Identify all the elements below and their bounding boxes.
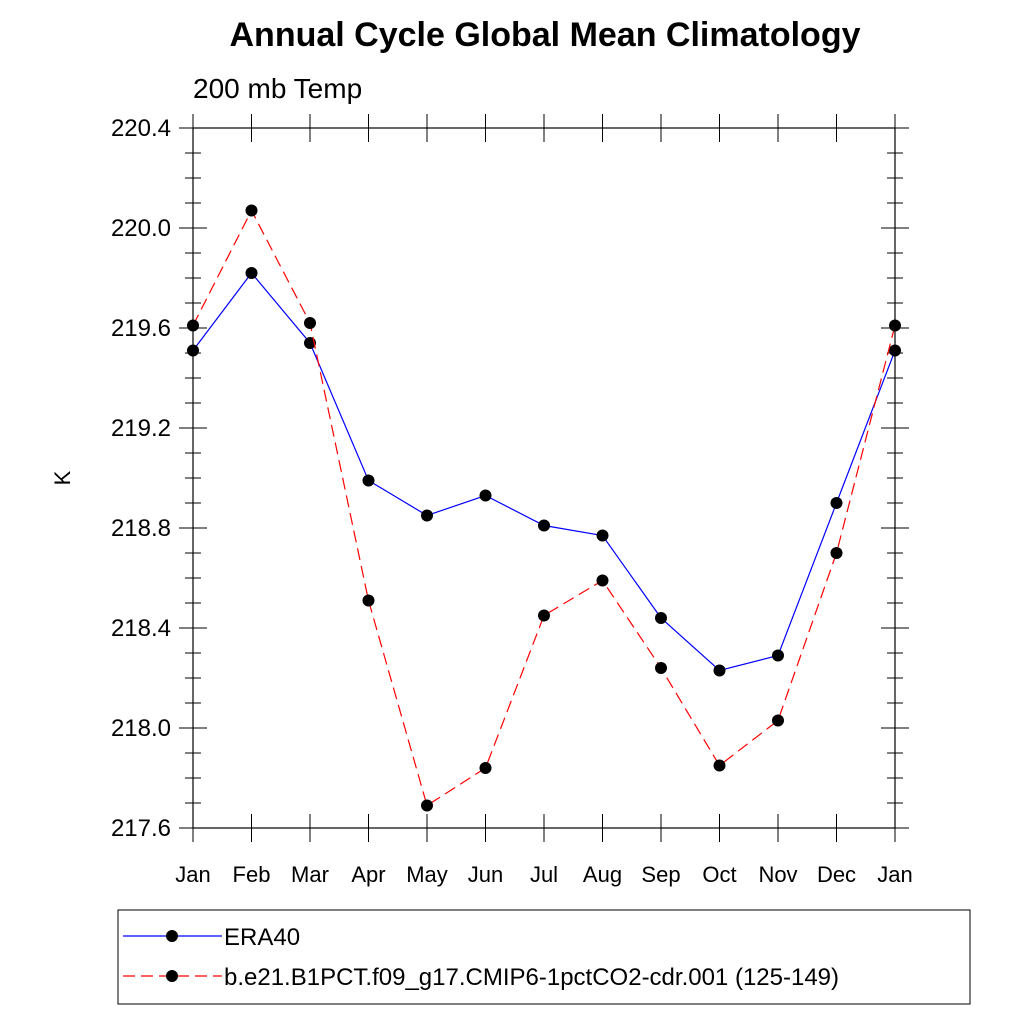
- series-2-point: [596, 574, 609, 587]
- series-1-point: [830, 497, 843, 509]
- series-2-point: [889, 319, 901, 332]
- y-tick-label: 219.6: [111, 315, 171, 342]
- series-line-2: [192, 209, 896, 807]
- legend-marker-1: [166, 930, 178, 942]
- series-2-point: [655, 662, 667, 674]
- series-1-point: [655, 612, 667, 624]
- series-1-point: [421, 509, 433, 522]
- x-tick-label: Jan: [175, 862, 210, 887]
- series-1-point: [772, 649, 784, 662]
- series-1-point: [538, 519, 550, 532]
- series-1-point: [713, 664, 726, 677]
- series-1-point: [889, 344, 901, 357]
- legend-box: [117, 909, 971, 1005]
- series-1-point: [187, 344, 199, 357]
- series-2-point: [362, 594, 375, 607]
- x-tick-label: Feb: [233, 862, 271, 887]
- y-tick-label: 220.0: [111, 215, 171, 242]
- x-tick-label: May: [406, 862, 448, 887]
- x-tick-label: Jun: [468, 862, 503, 887]
- x-tick-label: Jan: [877, 862, 912, 887]
- series-1-point: [362, 474, 375, 487]
- y-axis-label: K: [50, 470, 75, 485]
- series-1-point: [479, 489, 492, 502]
- x-tick-label: Sep: [641, 862, 680, 887]
- x-tick-label: Nov: [758, 862, 797, 887]
- series-1-point: [596, 529, 609, 542]
- y-tick-label: 220.4: [111, 115, 171, 142]
- x-tick-label: Apr: [351, 862, 385, 887]
- series-2-point: [421, 799, 433, 812]
- y-tick-label: 218.8: [111, 515, 171, 542]
- legend-marker-2: [166, 970, 178, 982]
- chart-title: Annual Cycle Global Mean Climatology: [230, 16, 861, 54]
- chart-subtitle: 200 mb Temp: [193, 73, 362, 104]
- y-tick-label: 218.0: [111, 715, 171, 742]
- x-tick-label: Oct: [702, 862, 736, 887]
- series-2-point: [479, 762, 492, 774]
- plot-frame: [192, 127, 896, 829]
- series-2-point: [245, 204, 258, 217]
- x-tick-label: Jul: [530, 862, 558, 887]
- legend: ERA40 b.e21.B1PCT.f09_g17.CMIP6-1pctCO2-c…: [117, 909, 971, 1005]
- series-2-point: [187, 319, 199, 332]
- x-tick-label: Dec: [817, 862, 856, 887]
- y-tick-label: 218.4: [111, 615, 171, 642]
- series-2-point: [772, 714, 784, 727]
- x-tick-label: Aug: [583, 862, 622, 887]
- series-2-point: [830, 547, 843, 559]
- y-tick-label: 219.2: [111, 415, 171, 442]
- legend-label-2: b.e21.B1PCT.f09_g17.CMIP6-1pctCO2-cdr.00…: [224, 964, 839, 991]
- series-2-point: [713, 759, 726, 772]
- plot-area: 217.6 218.0 218.4 218.8 219.2 219.6 220.0 220.4…: [111, 114, 913, 887]
- series-2-point: [538, 609, 550, 622]
- x-tick-label: Mar: [291, 862, 329, 887]
- series-2-point: [304, 317, 316, 329]
- legend-label-1: ERA40: [224, 924, 300, 951]
- y-tick-label: 217.6: [111, 815, 171, 842]
- series-1-point: [245, 267, 258, 279]
